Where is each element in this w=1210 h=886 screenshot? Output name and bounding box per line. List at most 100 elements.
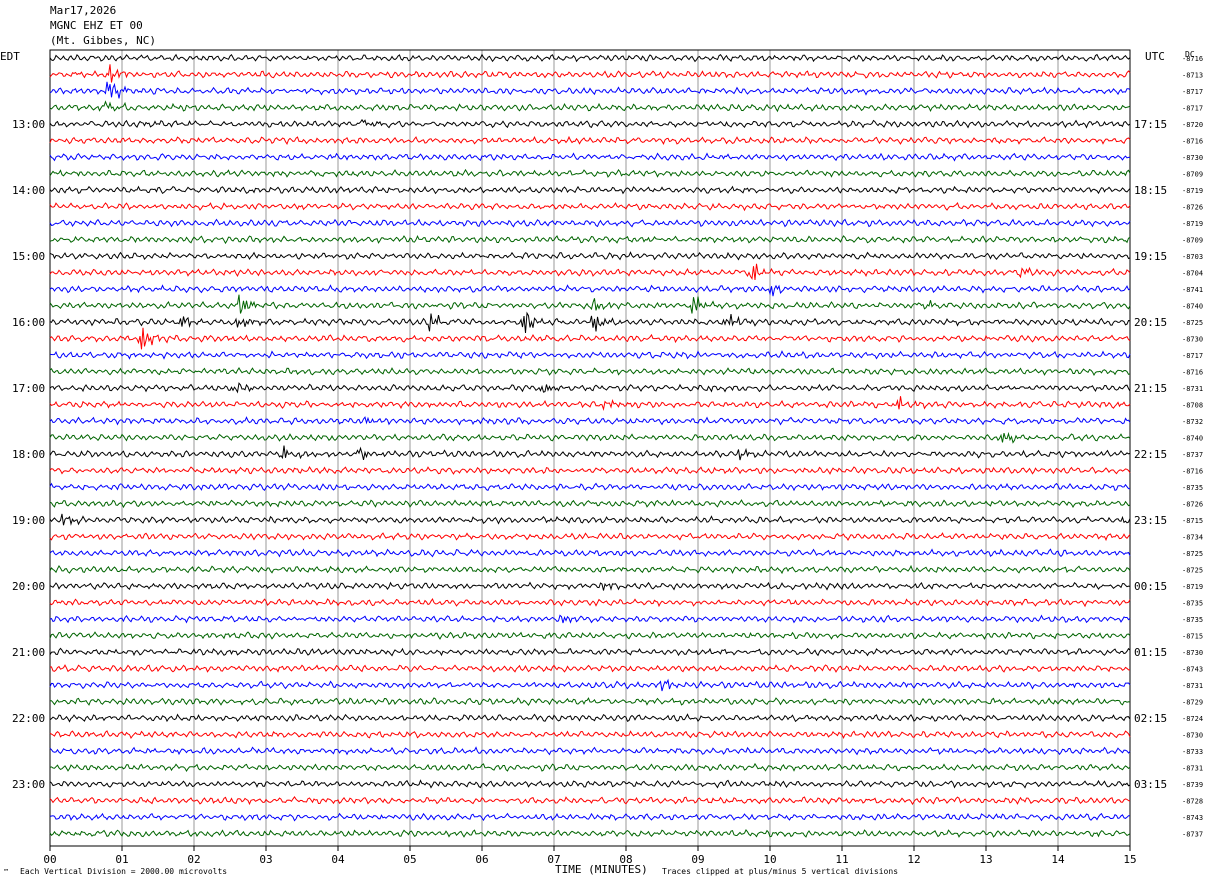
dc-offset-label: -8729 xyxy=(1182,699,1203,707)
trace-line xyxy=(49,284,1131,297)
trace-line xyxy=(49,311,1131,334)
trace-line xyxy=(49,263,1131,281)
left-timezone-label: EDT xyxy=(0,50,20,63)
dc-offset-label: -8720 xyxy=(1182,121,1203,129)
dc-offset-label: -8735 xyxy=(1182,484,1203,492)
dc-offset-label: -8724 xyxy=(1182,715,1203,723)
trace-line xyxy=(49,100,1131,113)
dc-offset-label: -8731 xyxy=(1182,385,1203,393)
dc-offset-label: -8737 xyxy=(1182,451,1203,459)
trace-line xyxy=(49,713,1131,723)
trace-line xyxy=(49,614,1131,624)
dc-offset-label: -8716 xyxy=(1182,55,1203,63)
plot-frame xyxy=(49,49,1131,847)
x-tick-label: 09 xyxy=(691,853,704,866)
trace-line xyxy=(49,762,1131,772)
trace-line xyxy=(49,135,1131,146)
dc-offset-label: -8717 xyxy=(1182,352,1203,360)
dc-offset-label: -8709 xyxy=(1182,171,1203,179)
right-hour-label: 22:15 xyxy=(1134,448,1167,461)
trace-line xyxy=(49,581,1131,591)
dc-offset-label: -8715 xyxy=(1182,517,1203,525)
dc-offset-label: -8733 xyxy=(1182,748,1203,756)
dc-header-label: DC xyxy=(1185,50,1195,59)
dc-offset-label: -8734 xyxy=(1182,534,1203,542)
trace-line xyxy=(49,779,1131,789)
dc-offset-label: -8743 xyxy=(1182,666,1203,674)
trace-line xyxy=(49,64,1131,83)
dc-offset-label: -8719 xyxy=(1182,220,1203,228)
trace-line xyxy=(49,416,1131,426)
axis-labels: 00 01 02 03 04 05 06 07 08 09 10 11 12 13 14 15 -8716 -87… xyxy=(12,55,1203,866)
left-hour-label: 18:00 xyxy=(12,448,45,461)
trace-line xyxy=(49,564,1131,575)
trace-line xyxy=(49,730,1131,740)
time-grid xyxy=(49,49,1131,851)
dc-offset-label: -8716 xyxy=(1182,369,1203,377)
dc-offset-label: -8739 xyxy=(1182,781,1203,789)
trace-line xyxy=(49,350,1131,360)
trace-line xyxy=(49,327,1131,350)
trace-line xyxy=(49,218,1131,228)
trace-line xyxy=(49,294,1131,314)
trace-line xyxy=(49,152,1131,162)
dc-offset-label: -8725 xyxy=(1182,550,1203,558)
left-hour-label: 16:00 xyxy=(12,316,45,329)
x-tick-label: 14 xyxy=(1051,853,1065,866)
left-hour-label: 20:00 xyxy=(12,580,45,593)
trace-line xyxy=(49,118,1131,129)
right-hour-label: 01:15 xyxy=(1134,646,1167,659)
dc-offset-label: -8716 xyxy=(1182,138,1203,146)
dc-offset-label: -8743 xyxy=(1182,814,1203,822)
left-hour-label: 15:00 xyxy=(12,250,45,263)
left-hour-label: 17:00 xyxy=(12,382,45,395)
x-tick-label: 15 xyxy=(1123,853,1136,866)
trace-line xyxy=(49,597,1131,608)
trace-line xyxy=(49,185,1131,195)
dc-offset-label: -8730 xyxy=(1182,649,1203,657)
dc-offset-label: -8709 xyxy=(1182,237,1203,245)
right-hour-label: 21:15 xyxy=(1134,382,1167,395)
trace-line xyxy=(49,664,1130,673)
trace-line xyxy=(49,828,1131,838)
trace-line xyxy=(49,382,1131,394)
dc-offset-label: -8726 xyxy=(1182,501,1203,509)
trace-line xyxy=(49,465,1131,475)
dc-offset-label: -8725 xyxy=(1182,567,1203,575)
trace-line xyxy=(49,168,1131,178)
dc-offset-label: -8728 xyxy=(1182,798,1203,806)
dc-offset-label: -8737 xyxy=(1182,831,1203,839)
dc-offset-label: -8732 xyxy=(1182,418,1203,426)
dc-offset-label: -8740 xyxy=(1182,303,1203,311)
left-hour-label: 23:00 xyxy=(12,778,45,791)
dc-offset-label: -8730 xyxy=(1182,154,1203,162)
trace-line xyxy=(49,532,1131,542)
trace-line xyxy=(49,513,1131,526)
left-hour-label: 13:00 xyxy=(12,118,45,131)
dc-offset-label: -8717 xyxy=(1182,105,1203,113)
trace-line xyxy=(49,53,1131,63)
trace-line xyxy=(49,678,1131,692)
trace-line xyxy=(50,697,1131,706)
left-hour-label: 14:00 xyxy=(12,184,45,197)
dc-offset-label: -8719 xyxy=(1182,583,1203,591)
dc-offset-label: -8730 xyxy=(1182,336,1203,344)
x-tick-label: 07 xyxy=(547,853,560,866)
left-hour-label: 21:00 xyxy=(12,646,45,659)
scale-note: Each Vertical Division = 2000.00 microvo… xyxy=(20,867,228,876)
trace-line xyxy=(49,396,1131,412)
x-tick-label: 04 xyxy=(331,853,345,866)
dc-offset-label: -8741 xyxy=(1182,286,1203,294)
right-hour-label: 19:15 xyxy=(1134,250,1167,263)
trace-line xyxy=(49,746,1131,756)
x-tick-label: 11 xyxy=(835,853,848,866)
corner-mark: ™ xyxy=(4,868,9,876)
dc-offset-label: -8730 xyxy=(1182,732,1203,740)
dc-offset-label: -8713 xyxy=(1182,72,1203,80)
x-axis-title: TIME (MINUTES) xyxy=(555,863,648,876)
x-tick-label: 00 xyxy=(43,853,56,866)
x-tick-label: 10 xyxy=(763,853,776,866)
x-tick-label: 05 xyxy=(403,853,416,866)
trace-line xyxy=(49,548,1131,558)
